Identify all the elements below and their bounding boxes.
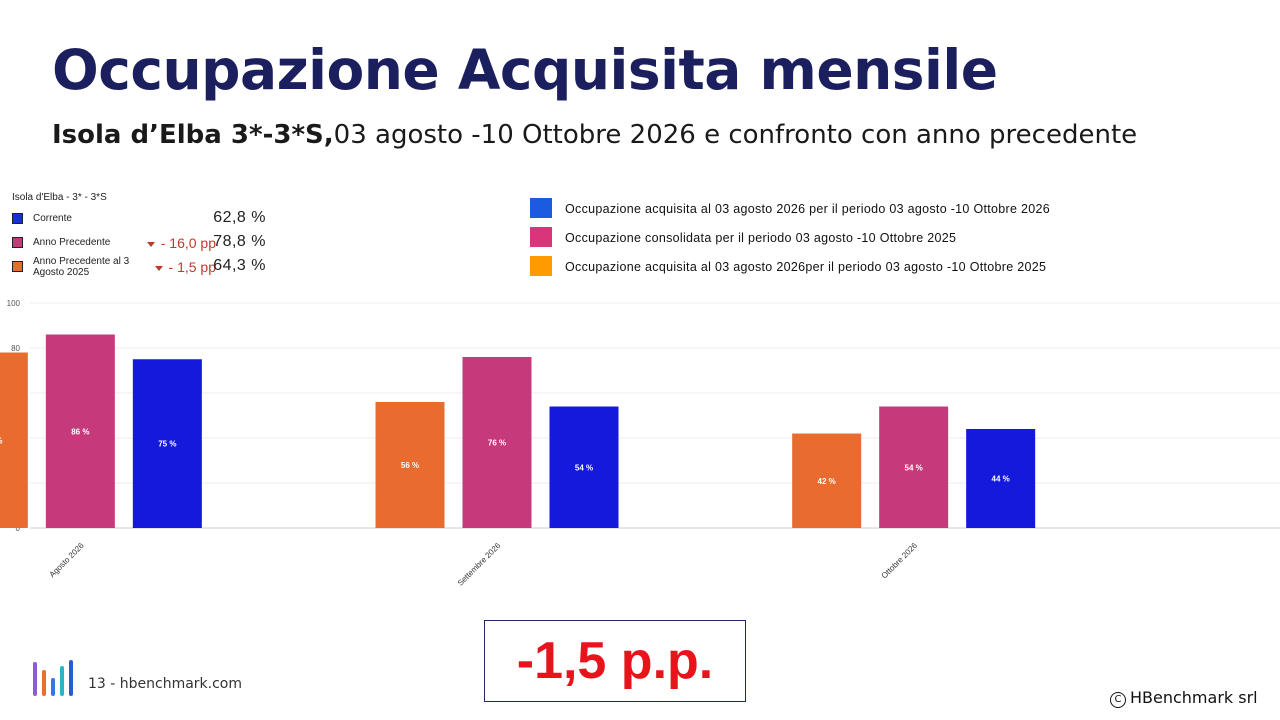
bar bbox=[0, 352, 28, 528]
data-label: 54 % bbox=[575, 463, 593, 472]
bar bbox=[462, 357, 532, 528]
bar bbox=[879, 406, 949, 528]
copyright-icon: C bbox=[1110, 692, 1126, 708]
data-label: 75 % bbox=[158, 440, 176, 449]
summary-swatch-corrente bbox=[12, 213, 23, 224]
data-label: 86 % bbox=[71, 427, 89, 436]
down-triangle-icon bbox=[146, 241, 155, 247]
x-tick-label: Ottobre 2026 bbox=[880, 541, 920, 581]
bar bbox=[792, 433, 862, 528]
legend-swatch-orange bbox=[530, 256, 552, 276]
summary-title: Isola d'Elba - 3* - 3*S bbox=[12, 192, 107, 203]
y-tick-label: 80 bbox=[11, 344, 20, 353]
summary-swatch-anno-precedente-al bbox=[12, 261, 23, 272]
down-triangle-icon bbox=[154, 265, 163, 271]
page-subtitle: Isola d’Elba 3*-3*S,03 agosto -10 Ottobr… bbox=[52, 120, 1137, 150]
page-title: Occupazione Acquisita mensile bbox=[52, 38, 998, 102]
y-tick-label: 0 bbox=[16, 524, 21, 533]
data-label: 56 % bbox=[401, 461, 419, 470]
copyright: C HBenchmark srl bbox=[1110, 688, 1258, 708]
summary-swatch-anno-precedente bbox=[12, 237, 23, 248]
summary-delta-anno-precedente-al: - 1,5 pp bbox=[154, 259, 216, 275]
legend-swatch-blue bbox=[530, 198, 552, 218]
summary-label-anno-precedente-al: Anno Precedente al 3 Agosto 2025 bbox=[33, 256, 130, 278]
data-label: 54 % bbox=[905, 463, 923, 472]
x-tick-label: Agosto 2026 bbox=[48, 541, 87, 580]
x-tick-label: Settembre 2026 bbox=[456, 541, 503, 588]
data-label: 76 % bbox=[488, 439, 506, 448]
legend-label: Occupazione acquisita al 03 agosto 2026p… bbox=[565, 260, 1047, 274]
subtitle-destination: Isola d’Elba 3*-3*S, bbox=[52, 120, 334, 150]
bar bbox=[549, 406, 619, 528]
bar bbox=[375, 402, 445, 528]
page-number-site: 13 - hbenchmark.com bbox=[88, 676, 243, 692]
summary-row-anno-precedente: Anno Precedente - 16,0 pp 78,8 % bbox=[12, 233, 282, 257]
bar bbox=[132, 359, 202, 528]
legend-label: Occupazione acquisita al 03 agosto 2026 … bbox=[565, 202, 1051, 216]
bar bbox=[966, 429, 1036, 528]
subtitle-period: 03 agosto -10 Ottobre 2026 e confronto c… bbox=[333, 120, 1138, 150]
legend-swatch-pink bbox=[530, 227, 552, 247]
summary-value-anno-precedente-al: 64,3 % bbox=[213, 257, 266, 274]
legend-label: Occupazione consolidata per il periodo 0… bbox=[565, 231, 957, 245]
summary-value-corrente: 62,8 % bbox=[213, 209, 266, 226]
pp-difference-value: -1,5 p.p. bbox=[516, 632, 714, 690]
summary-label-corrente: Corrente bbox=[33, 213, 72, 224]
summary-box: Isola d'Elba - 3* - 3*S Corrente 62,8 % … bbox=[12, 192, 282, 281]
bar bbox=[45, 334, 115, 528]
data-label: 44 % bbox=[992, 475, 1010, 484]
summary-label-anno-precedente: Anno Precedente bbox=[33, 237, 111, 248]
summary-row-corrente: Corrente 62,8 % bbox=[12, 209, 282, 233]
hbenchmark-logo bbox=[32, 656, 78, 706]
summary-delta-anno-precedente: - 16,0 pp bbox=[146, 235, 216, 251]
data-label: 42 % bbox=[818, 477, 836, 486]
summary-value-anno-precedente: 78,8 % bbox=[213, 233, 266, 250]
data-label: 78 % bbox=[0, 436, 2, 445]
pp-difference-box: -1,5 p.p. bbox=[484, 620, 746, 702]
summary-row-anno-precedente-al: Anno Precedente al 3 Agosto 2025 - 1,5 p… bbox=[12, 256, 282, 281]
copyright-text: HBenchmark srl bbox=[1130, 688, 1258, 707]
summary-delta-text: - 1,5 pp bbox=[168, 259, 216, 275]
y-tick-label: 100 bbox=[7, 299, 21, 308]
summary-delta-text: - 16,0 pp bbox=[160, 235, 216, 251]
